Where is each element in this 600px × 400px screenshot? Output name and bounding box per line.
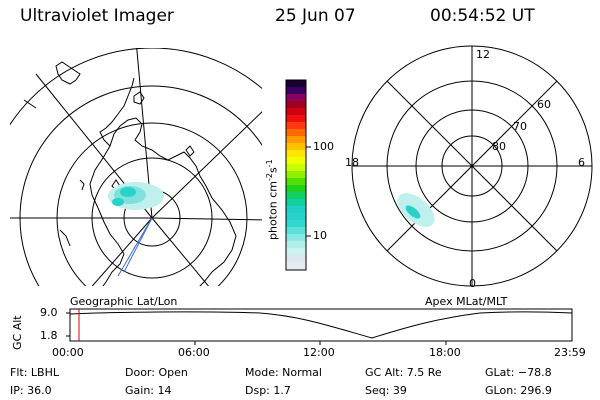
coastline-south-america	[55, 61, 81, 85]
mlt-label-12: 12	[476, 48, 490, 61]
timeline-xtick: 18:00	[429, 346, 461, 359]
mlt-panel-label: Apex MLat/MLT	[425, 295, 508, 308]
timeline-frame	[69, 308, 573, 342]
info-dsp: Dsp: 1.7	[245, 384, 291, 397]
geo-meridian	[151, 217, 210, 286]
geo-meridian	[91, 217, 153, 286]
coastline-antarctica	[89, 117, 237, 286]
mlt-dial	[351, 45, 593, 287]
mlt-lat-label-70: 70	[513, 120, 527, 133]
header-time: 00:54:52 UT	[430, 6, 535, 26]
info-gain: Gain: 14	[125, 384, 172, 397]
island-outline	[185, 145, 195, 157]
imager-look-line	[117, 217, 153, 277]
timeline-xtick: 06:00	[178, 346, 210, 359]
app-title: Ultraviolet Imager	[20, 6, 174, 26]
coastline-peninsula	[99, 77, 135, 147]
timeline-xtick: 00:00	[52, 346, 84, 359]
header-date: 25 Jun 07	[275, 6, 356, 26]
aurora-region-strong	[112, 198, 124, 206]
geo-meridian	[151, 217, 262, 221]
colorbar-tick-100: 100	[313, 140, 334, 153]
coastline-fragment	[59, 229, 71, 247]
timeline-xtick: 23:59	[554, 346, 586, 359]
altitude-timeline	[66, 308, 573, 345]
info-flt: Flt: LBHL	[10, 366, 59, 379]
timeline-ytick-low: 1.8	[40, 329, 58, 342]
info-seq: Seq: 39	[365, 384, 407, 397]
altitude-curve	[69, 311, 573, 339]
mlt-label-6: 6	[578, 156, 585, 169]
geo-meridian	[151, 111, 262, 219]
info-mode: Mode: Normal	[245, 366, 322, 379]
info-ip: IP: 36.0	[10, 384, 52, 397]
mlt-lat-label-80: 80	[492, 140, 506, 153]
coastline-ice-shelf	[97, 207, 125, 286]
info-glon: GLon: 296.9	[485, 384, 552, 397]
coastline-fragment	[23, 99, 37, 109]
coastline-fragment	[79, 179, 85, 191]
colorbar-unit-label: photon cm-2s-1	[265, 159, 280, 240]
colorbar	[285, 79, 311, 271]
timeline-ytick-high: 9.0	[40, 306, 58, 319]
timeline-ylabel: GC Alt	[11, 315, 24, 350]
info-glat: GLat: −78.8	[485, 366, 552, 379]
island-outline	[133, 91, 145, 105]
mlt-label-0: 0	[469, 277, 476, 290]
imager-look-line	[123, 217, 153, 273]
mlt-lat-label-60: 60	[537, 98, 551, 111]
timeline-xtick: 12:00	[303, 346, 335, 359]
aurora-region-strong	[120, 187, 136, 197]
info-door: Door: Open	[125, 366, 188, 379]
geo-panel-label: Geographic Lat/Lon	[70, 295, 178, 308]
mlt-aurora-strong	[405, 205, 421, 219]
mlt-label-18: 18	[345, 156, 359, 169]
info-gc-alt: GC Alt: 7.5 Re	[365, 366, 442, 379]
colorbar-tick-10: 10	[313, 229, 327, 242]
